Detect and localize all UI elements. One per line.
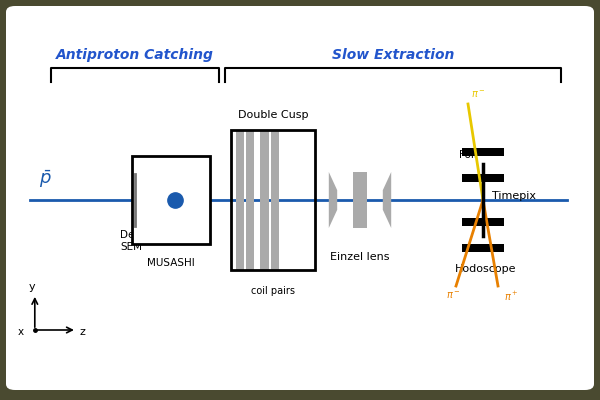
Bar xyxy=(462,244,504,252)
FancyBboxPatch shape xyxy=(6,6,594,390)
Bar xyxy=(462,148,504,156)
Text: coil pairs: coil pairs xyxy=(251,286,295,296)
Bar xyxy=(260,130,269,270)
Text: z: z xyxy=(80,327,86,337)
Text: Double Cusp: Double Cusp xyxy=(238,110,308,120)
Polygon shape xyxy=(383,172,391,228)
Text: Einzel lens: Einzel lens xyxy=(330,252,390,262)
Polygon shape xyxy=(329,172,337,228)
Text: Antiproton Catching: Antiproton Catching xyxy=(56,48,214,62)
Text: Timepix: Timepix xyxy=(492,191,536,201)
Bar xyxy=(246,130,254,270)
Text: y: y xyxy=(28,282,35,292)
Text: Foil: Foil xyxy=(459,150,477,160)
Text: $\pi^+$: $\pi^+$ xyxy=(504,290,518,303)
Text: Hodoscope: Hodoscope xyxy=(455,264,517,274)
Text: Degrader Foil
SEM: Degrader Foil SEM xyxy=(120,230,190,252)
Text: $\bar{p}$: $\bar{p}$ xyxy=(38,168,52,190)
Bar xyxy=(271,130,279,270)
Bar xyxy=(231,130,315,270)
Text: Slow Extraction: Slow Extraction xyxy=(332,48,454,62)
Text: $\pi^-$: $\pi^-$ xyxy=(446,290,460,301)
Text: MUSASHI: MUSASHI xyxy=(147,258,195,268)
Bar xyxy=(353,172,367,228)
Text: $\pi^-$: $\pi^-$ xyxy=(471,89,485,100)
Bar xyxy=(462,218,504,226)
Bar xyxy=(132,156,210,244)
Bar xyxy=(236,130,244,270)
Bar xyxy=(462,174,504,182)
Text: x: x xyxy=(18,327,24,337)
